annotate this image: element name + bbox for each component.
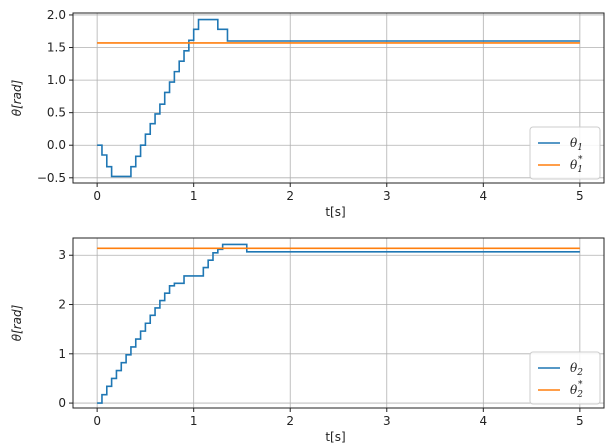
y-tick: 0.5 — [47, 106, 73, 120]
series-line-measured — [97, 243, 580, 404]
legend-label: θ2 — [570, 361, 583, 378]
x-tick: 3 — [383, 183, 391, 203]
x-tick: 0 — [93, 183, 101, 203]
legend-entry: θ1 — [538, 136, 583, 153]
x-tick-label: 4 — [479, 414, 487, 428]
y-tick-label: 1.0 — [47, 73, 66, 87]
y-axis-label: θ[rad] — [10, 79, 24, 116]
x-tick-label: 5 — [576, 414, 584, 428]
x-tick: 2 — [286, 183, 294, 203]
legend-entry: θ1* — [538, 155, 583, 175]
x-tick-label: 2 — [286, 189, 294, 203]
y-tick-label: 1.5 — [47, 41, 66, 55]
plot-area — [73, 13, 604, 183]
y-tick: 1 — [58, 347, 73, 361]
x-tick: 1 — [190, 183, 198, 203]
axes-frame — [72, 237, 605, 409]
y-tick-label: −0.5 — [37, 171, 66, 185]
y-tick-label: 3 — [58, 248, 66, 262]
y-tick-label: 2 — [58, 298, 66, 312]
x-tick-label: 1 — [190, 414, 198, 428]
series-line-measured — [97, 18, 580, 178]
y-tick-label: 2.0 — [47, 8, 66, 22]
x-tick: 2 — [286, 408, 294, 428]
x-tick: 0 — [93, 408, 101, 428]
legend-entry: θ2* — [538, 380, 583, 400]
x-tick-label: 0 — [93, 189, 101, 203]
x-tick-label: 3 — [383, 414, 391, 428]
x-tick: 3 — [383, 408, 391, 428]
x-tick: 4 — [479, 183, 487, 203]
x-tick-label: 3 — [383, 189, 391, 203]
y-tick: 1.5 — [47, 41, 73, 55]
legend-label: θ1 — [570, 136, 583, 153]
x-axis-label: t[s] — [325, 205, 345, 219]
y-tick: −0.5 — [37, 171, 73, 185]
x-tick-label: 2 — [286, 414, 294, 428]
x-axis-label: t[s] — [325, 430, 345, 444]
y-axis-label: θ[rad] — [10, 304, 24, 341]
y-tick-label: 0.0 — [47, 138, 66, 152]
x-tick: 1 — [190, 408, 198, 428]
legend-label: θ1* — [570, 155, 583, 175]
legend-entry: θ2 — [538, 361, 583, 378]
x-tick-label: 0 — [93, 414, 101, 428]
x-tick-label: 5 — [576, 189, 584, 203]
y-tick: 0.0 — [47, 138, 73, 152]
x-tick: 4 — [479, 408, 487, 428]
x-tick-label: 4 — [479, 189, 487, 203]
x-tick: 5 — [576, 183, 584, 203]
y-tick: 0 — [58, 396, 73, 410]
axes-frame — [72, 12, 605, 184]
y-tick: 3 — [58, 248, 73, 262]
y-tick-label: 0.5 — [47, 106, 66, 120]
plot-area — [73, 238, 604, 408]
y-tick: 1.0 — [47, 73, 73, 87]
x-tick-label: 1 — [190, 189, 198, 203]
y-tick: 2 — [58, 298, 73, 312]
legend-label: θ2* — [570, 380, 583, 400]
y-tick: 2.0 — [47, 8, 73, 22]
x-tick: 5 — [576, 408, 584, 428]
y-tick-label: 1 — [58, 347, 66, 361]
y-tick-label: 0 — [58, 396, 66, 410]
